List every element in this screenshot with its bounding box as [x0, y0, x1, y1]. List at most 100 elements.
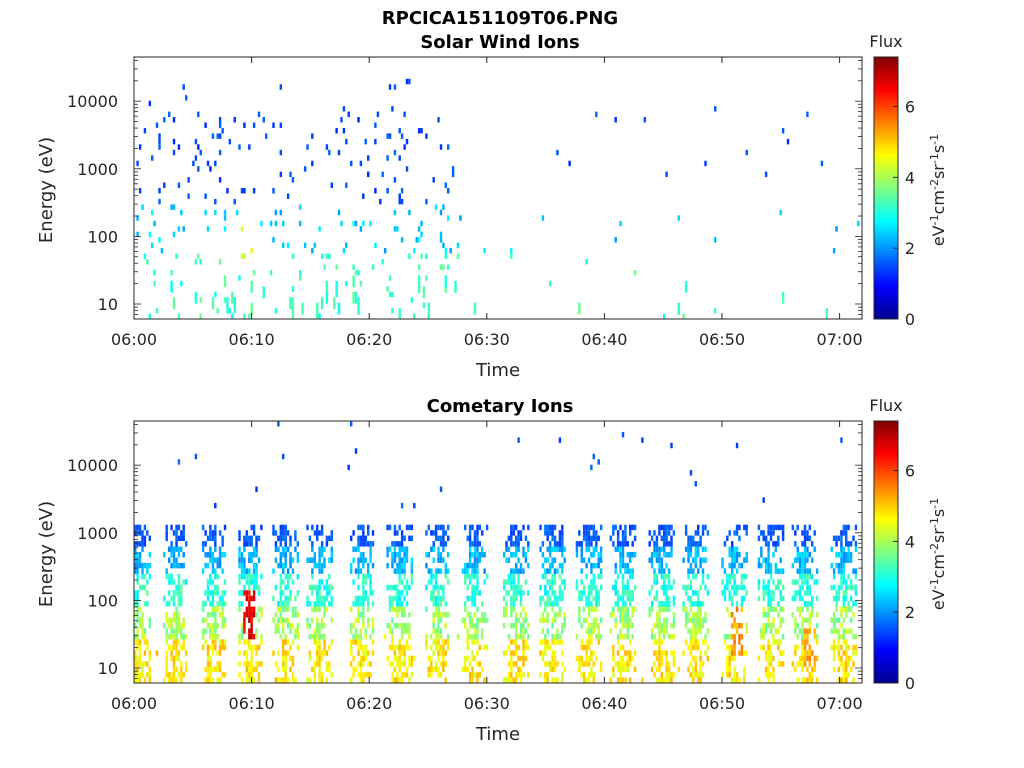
heatmap-cell [743, 524, 746, 531]
heatmap-cell [201, 541, 205, 547]
heatmap-cell [466, 568, 469, 574]
heatmap-cell [221, 128, 224, 134]
heatmap-cell [299, 269, 302, 276]
heatmap-cell [141, 546, 144, 552]
heatmap-cell [582, 530, 586, 536]
heatmap-cell [687, 584, 690, 591]
heatmap-cell [837, 562, 841, 569]
heatmap-cell [803, 562, 807, 569]
heatmap-cell [704, 633, 707, 640]
heatmap-cell [320, 253, 324, 259]
heatmap-cell [731, 644, 734, 651]
heatmap-cell [255, 579, 258, 585]
heatmap-cell [510, 568, 513, 574]
heatmap-cell [214, 590, 217, 596]
heatmap-cell [803, 579, 807, 585]
heatmap-cell [352, 639, 355, 645]
heatmap-cell [245, 666, 249, 673]
heatmap-cell [442, 590, 445, 596]
heatmap-cell [798, 573, 802, 580]
heatmap-cell [201, 644, 205, 651]
heatmap-cell [255, 562, 258, 569]
heatmap-cell [592, 552, 596, 558]
heatmap-cell [815, 568, 819, 574]
heatmap-cell [218, 122, 222, 128]
colorbar-tick-label: 4 [905, 168, 915, 187]
heatmap-cell [587, 557, 591, 563]
heatmap-cell [233, 117, 236, 123]
heatmap-cell [694, 639, 698, 645]
heatmap-cell [689, 579, 693, 585]
heatmap-cell [318, 530, 321, 536]
heatmap-cell [243, 546, 246, 552]
heatmap-cell [354, 639, 358, 645]
heatmap-cell [279, 84, 283, 90]
heatmap-cell [325, 253, 329, 259]
heatmap-cell [621, 623, 625, 629]
heatmap-cell [845, 535, 848, 542]
heatmap-cell [442, 661, 445, 667]
heatmap-cell [425, 275, 428, 281]
heatmap-cell [134, 655, 137, 662]
heatmap-cell [731, 557, 734, 563]
y-tick-label: 1000 [77, 160, 118, 179]
heatmap-cell [692, 573, 695, 580]
heatmap-cell [408, 628, 411, 634]
heatmap-cell [556, 612, 559, 618]
heatmap-cell [141, 633, 144, 640]
heatmap-cell [519, 672, 523, 678]
heatmap-cell [774, 639, 778, 645]
heatmap-cell [561, 530, 564, 536]
heatmap-cell [764, 584, 768, 591]
heatmap-cell [362, 612, 365, 618]
heatmap-cell [318, 639, 321, 645]
heatmap-cell [587, 661, 591, 667]
heatmap-cell [522, 633, 525, 640]
heatmap-cell [223, 601, 227, 607]
heatmap-cell [740, 573, 744, 580]
heatmap-cell [398, 128, 401, 134]
heatmap-cell [209, 552, 212, 558]
heatmap-cell [684, 590, 688, 596]
heatmap-cell [595, 595, 598, 602]
heatmap-cell [439, 584, 443, 591]
heatmap-cell [658, 655, 661, 662]
heatmap-cell [168, 644, 171, 651]
heatmap-cell [177, 552, 181, 558]
heatmap-cell [835, 226, 838, 232]
heatmap-cell [665, 584, 668, 591]
heatmap-cell [323, 584, 326, 591]
heatmap-cell [354, 628, 358, 634]
heatmap-cell [243, 313, 246, 319]
heatmap-cell [578, 302, 581, 315]
heatmap-cell [692, 639, 695, 645]
heatmap-cell [250, 573, 253, 580]
heatmap-cell [731, 612, 734, 618]
heatmap-cell [279, 562, 283, 569]
heatmap-cell [767, 557, 770, 563]
heatmap-cell [180, 546, 183, 552]
heatmap-cell [840, 568, 843, 574]
heatmap-cell [510, 530, 513, 536]
heatmap-cell [328, 601, 331, 607]
heatmap-cell [781, 584, 785, 591]
heatmap-cell [658, 633, 661, 640]
heatmap-cell [172, 138, 176, 145]
heatmap-cell [551, 639, 554, 645]
heatmap-cell [398, 552, 401, 558]
heatmap-cell [694, 557, 698, 563]
heatmap-cell [468, 617, 472, 623]
heatmap-cell [464, 606, 467, 613]
heatmap-cell [434, 606, 438, 613]
heatmap-cell [206, 226, 210, 232]
heatmap-cell [624, 541, 627, 547]
heatmap-cell [362, 623, 365, 629]
heatmap-cell [250, 535, 253, 542]
heatmap-cell [655, 557, 659, 563]
heatmap-cell [597, 623, 600, 629]
heatmap-cell [847, 672, 850, 678]
heatmap-cell [468, 623, 472, 629]
heatmap-cell [767, 562, 770, 569]
heatmap-cell [350, 421, 353, 427]
